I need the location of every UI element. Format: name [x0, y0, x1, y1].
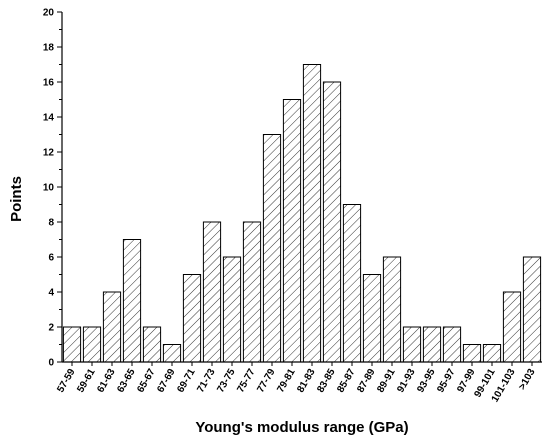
- bar-59-61: [82, 326, 102, 363]
- y-tick-label: 8: [48, 218, 54, 229]
- bar-85-87: [342, 204, 362, 363]
- y-ticks-group: 0 2 4 6 8 10 12 14 16 18 20: [43, 8, 62, 369]
- x-tick-label: 93-95: [415, 367, 438, 395]
- bar-99-101: [482, 344, 502, 363]
- x-tick-label: 71-73: [195, 367, 218, 395]
- bar-63-65: [122, 239, 142, 363]
- bar-97-99: [462, 344, 482, 363]
- bar-75-77: [242, 221, 262, 363]
- x-tick-label: 73-75: [215, 367, 238, 395]
- y-tick-label: 12: [43, 148, 55, 159]
- x-tick-label: 77-79: [255, 367, 278, 395]
- bar-91-93: [402, 326, 422, 363]
- bar-93-95: [422, 326, 442, 363]
- x-tick-label: 91-93: [395, 367, 418, 395]
- bar-79-81: [282, 99, 302, 363]
- x-tick-label: 89-91: [375, 367, 398, 395]
- bar-73-75: [222, 256, 242, 363]
- bar-89-91: [382, 256, 402, 363]
- x-tick-label: 95-97: [435, 367, 458, 395]
- y-tick-label: 6: [48, 253, 54, 264]
- x-tick-label: >103: [517, 367, 538, 392]
- y-tick-label: 2: [48, 323, 54, 334]
- bars-group: [62, 64, 542, 363]
- x-axis-title: Young's modulus range (GPa): [195, 419, 408, 436]
- bar-69-71: [182, 274, 202, 363]
- bar-57-59: [62, 326, 82, 363]
- y-tick-label: 10: [43, 183, 55, 194]
- y-axis-title: Points: [8, 176, 25, 222]
- x-tick-label: 79-81: [275, 367, 298, 395]
- bar-61-63: [102, 291, 122, 363]
- x-tick-label: 67-69: [155, 367, 178, 395]
- y-tick-label: 4: [48, 288, 54, 299]
- bar-95-97: [442, 326, 462, 363]
- y-tick-label: 16: [43, 78, 55, 89]
- bar-83-85: [322, 81, 342, 363]
- y-tick-label: 20: [43, 8, 55, 19]
- bar-87-89: [362, 274, 382, 363]
- bar-67-69: [162, 344, 182, 363]
- x-tick-label: 85-87: [335, 367, 358, 395]
- y-tick-label: 18: [43, 43, 55, 54]
- x-tick-label: 75-77: [235, 367, 258, 395]
- bar-71-73: [202, 221, 222, 363]
- x-tick-label: 57-59: [55, 367, 78, 395]
- x-tick-label: 69-71: [175, 367, 198, 395]
- x-tick-label: 63-65: [115, 367, 138, 395]
- x-tick-label: 87-89: [355, 367, 378, 395]
- bar-101-103: [502, 291, 522, 363]
- x-tick-label: 65-67: [135, 367, 158, 395]
- x-tick-label: 59-61: [75, 367, 98, 395]
- bar-65-67: [142, 326, 162, 363]
- x-tick-label: 61-63: [95, 367, 118, 395]
- y-tick-label: 14: [43, 113, 55, 124]
- bar-77-79: [262, 134, 282, 363]
- y-tick-label: 0: [48, 358, 54, 369]
- x-ticks-group: 57-5959-6161-6363-6565-6767-6969-7171-73…: [55, 362, 538, 404]
- x-tick-label: 83-85: [315, 367, 338, 395]
- x-tick-label: 81-83: [295, 367, 318, 395]
- bar-81-83: [302, 64, 322, 363]
- bar->103: [522, 256, 542, 363]
